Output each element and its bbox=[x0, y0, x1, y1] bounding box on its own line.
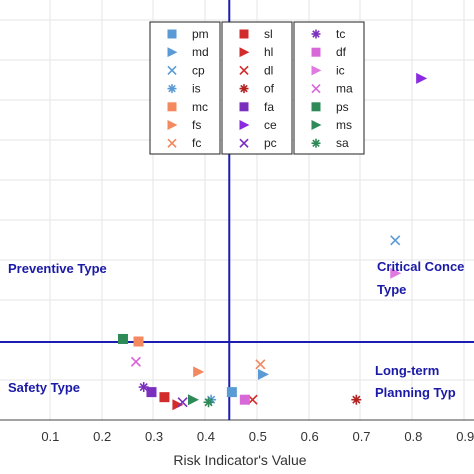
point-fa bbox=[146, 387, 157, 398]
legend-label-ce: ce bbox=[264, 118, 277, 132]
x-tick-label: 0.9 bbox=[456, 429, 474, 444]
quadrant-label-top-right-line2: Type bbox=[377, 282, 406, 297]
legend-label-fc: fc bbox=[192, 136, 201, 150]
legend-label-pm: pm bbox=[192, 27, 209, 41]
legend-label-sl: sl bbox=[264, 27, 273, 41]
legend-label-mc: mc bbox=[192, 100, 208, 114]
point-pm bbox=[226, 387, 237, 398]
x-tick-label: 0.3 bbox=[145, 429, 163, 444]
legend-label-df: df bbox=[336, 45, 347, 59]
legend-marker-pm bbox=[167, 29, 177, 39]
legend-marker-ic bbox=[311, 65, 322, 76]
legend-label-ma: ma bbox=[336, 82, 353, 96]
legend-label-is: is bbox=[192, 82, 201, 96]
legend-marker-ms bbox=[311, 120, 322, 130]
legend-marker-ps bbox=[311, 102, 321, 112]
quadrant-label-bottom-left: Safety Type bbox=[8, 380, 80, 395]
legend-label-sa: sa bbox=[336, 136, 349, 150]
point-fs bbox=[193, 366, 205, 378]
legend-marker-mc bbox=[167, 102, 177, 112]
legend-marker-tc bbox=[311, 29, 321, 39]
legend-label-ms: ms bbox=[336, 118, 352, 132]
point-sl bbox=[159, 392, 170, 403]
point-cp bbox=[390, 235, 401, 246]
point-ms bbox=[187, 394, 199, 406]
legend-label-pc: pc bbox=[264, 136, 277, 150]
x-tick-label: 0.5 bbox=[249, 429, 267, 444]
point-ce bbox=[416, 72, 428, 84]
point-ps bbox=[117, 333, 128, 344]
legend-label-ps: ps bbox=[336, 100, 349, 114]
data-points bbox=[117, 72, 428, 411]
legend-marker-ma bbox=[311, 83, 321, 94]
x-axis-label: Risk Indicator's Value bbox=[173, 452, 306, 468]
legend-marker-md bbox=[167, 47, 178, 58]
legend-marker-sa bbox=[311, 138, 321, 148]
legend-marker-dl bbox=[239, 65, 249, 76]
legend-label-fs: fs bbox=[192, 118, 201, 132]
legend: pm md cp is mc fs fc sl hl dl of fa ce pc tc df ic ma ps ms… bbox=[149, 21, 365, 155]
point-md bbox=[257, 368, 269, 380]
x-tick-label: 0.8 bbox=[404, 429, 422, 444]
legend-marker-ce bbox=[239, 120, 250, 130]
legend-label-cp: cp bbox=[192, 63, 205, 77]
point-ma bbox=[130, 356, 141, 367]
x-tick-label: 0.7 bbox=[352, 429, 370, 444]
legend-label-hl: hl bbox=[264, 45, 273, 59]
legend-marker-fs bbox=[167, 120, 178, 130]
legend-marker-of bbox=[239, 84, 249, 94]
x-tick-label: 0.1 bbox=[41, 429, 59, 444]
legend-marker-is bbox=[167, 84, 177, 94]
legend-box bbox=[149, 21, 221, 155]
point-ic bbox=[390, 267, 402, 279]
legend-marker-df bbox=[311, 47, 321, 57]
quadrant-labels: Preventive Type Critical Conce Type Safe… bbox=[8, 259, 464, 400]
quadrant-label-bottom-right-line1: Long-term bbox=[375, 363, 439, 378]
legend-label-tc: tc bbox=[336, 27, 345, 41]
x-tick-label: 0.6 bbox=[301, 429, 319, 444]
legend-box bbox=[293, 21, 365, 155]
quadrant-label-top-right-line1: Critical Conce bbox=[377, 259, 464, 274]
point-tc bbox=[138, 382, 149, 393]
legend-box bbox=[221, 21, 293, 155]
legend-label-ic: ic bbox=[336, 63, 345, 77]
point-fc bbox=[255, 359, 266, 370]
point-sa bbox=[203, 397, 214, 408]
legend-marker-cp bbox=[167, 65, 177, 76]
quadrant-label-bottom-right-line2: Planning Typ bbox=[375, 385, 456, 400]
legend-label-dl: dl bbox=[264, 63, 273, 77]
point-pc bbox=[177, 397, 188, 408]
legend-label-fa: fa bbox=[264, 100, 274, 114]
legend-marker-sl bbox=[239, 29, 249, 39]
quadrant-label-top-left: Preventive Type bbox=[8, 261, 107, 276]
legend-marker-fa bbox=[239, 102, 249, 112]
legend-marker-hl bbox=[239, 47, 250, 58]
point-mc bbox=[133, 336, 144, 347]
x-tick-label: 0.4 bbox=[197, 429, 215, 444]
point-hl bbox=[172, 399, 184, 411]
x-tick-label: 0.2 bbox=[93, 429, 111, 444]
point-of bbox=[351, 394, 362, 405]
legend-marker-pc bbox=[239, 138, 249, 148]
point-df bbox=[239, 394, 250, 405]
x-tick-labels: 0.1 0.2 0.3 0.4 0.5 0.6 0.7 0.8 0.9 bbox=[41, 429, 474, 444]
legend-label-md: md bbox=[192, 45, 209, 59]
legend-marker-fc bbox=[167, 138, 177, 148]
legend-label-of: of bbox=[264, 82, 275, 96]
